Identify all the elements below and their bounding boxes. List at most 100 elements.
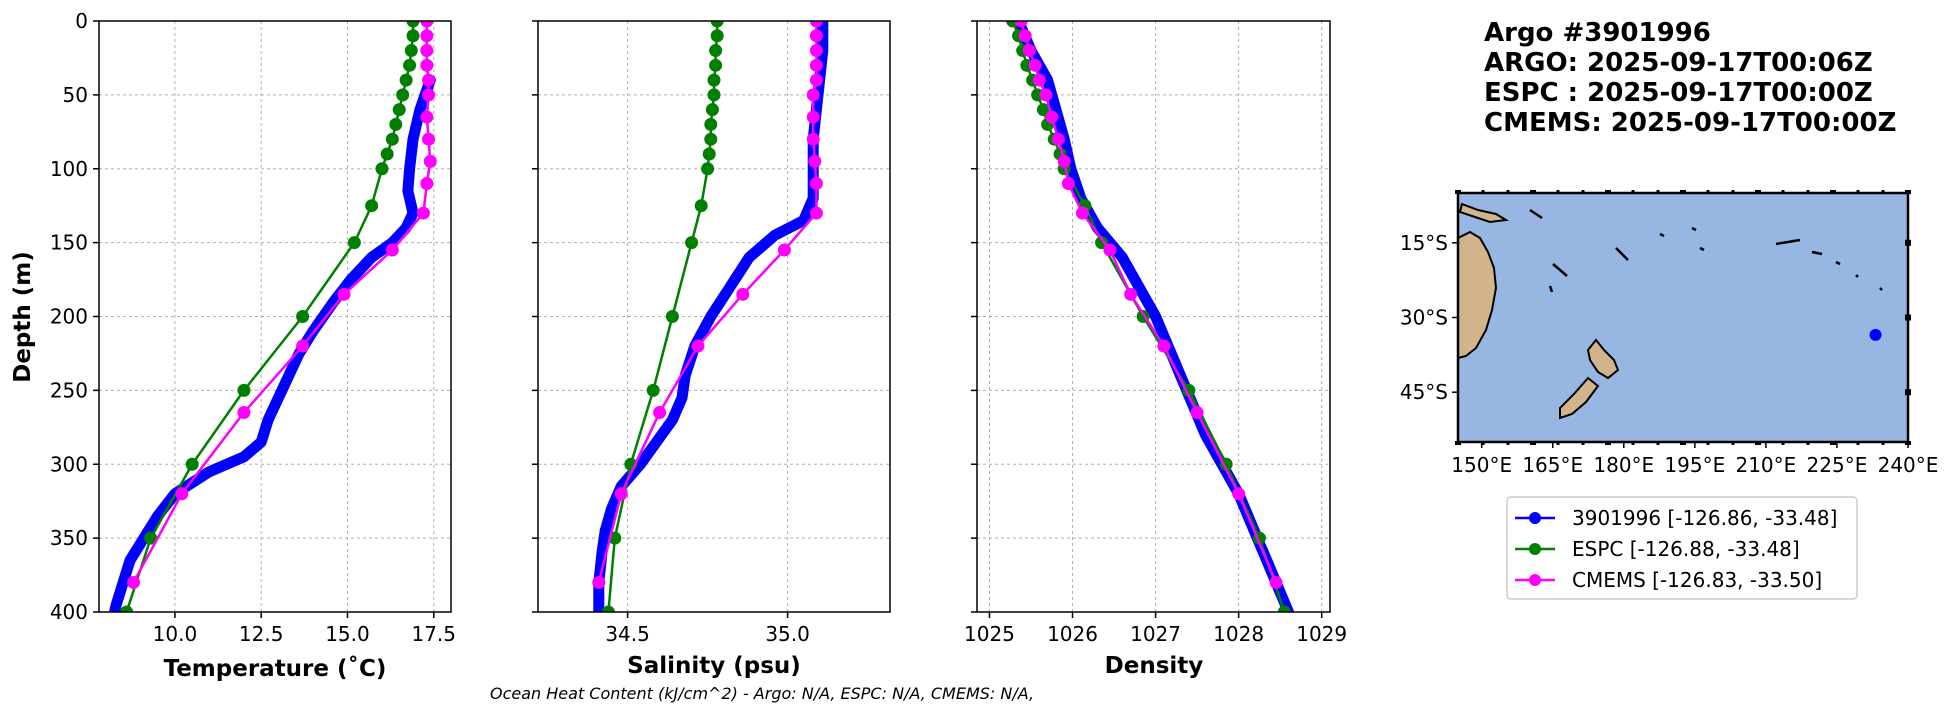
salinity-point-cmems-2	[809, 44, 823, 58]
temperature-point-cmems-7	[422, 132, 436, 146]
density-point-cmems-4	[1032, 73, 1046, 87]
density-plot-area	[1006, 21, 1294, 612]
temperature-point-cmems-4	[422, 73, 436, 87]
temperature-point-espc-11	[365, 199, 379, 213]
temperature-point-espc-5	[396, 88, 410, 102]
temperature-point-espc-9	[380, 147, 394, 161]
density-xtick-label-3: 1028	[1213, 622, 1264, 646]
map-top-edge-tick-8	[1656, 190, 1660, 194]
density-point-cmems-16	[1269, 575, 1283, 589]
temperature-point-espc-1	[406, 29, 420, 43]
temperature-ytick-label-0: 0	[75, 9, 88, 33]
map-bottom-edge-tick-6	[1605, 441, 1611, 445]
legend-marker-espc	[1529, 543, 1541, 555]
map-lon-label-0: 150°E	[1451, 453, 1512, 477]
map-land-australia	[1457, 230, 1498, 360]
density-point-cmems-15	[1232, 487, 1246, 501]
temperature-ytick-label-2: 100	[50, 157, 88, 181]
temperature-point-espc-10	[375, 162, 389, 176]
salinity-point-cmems-7	[806, 132, 820, 146]
map-top-edge-tick-16	[1856, 190, 1860, 194]
map-top-edge-tick-1	[1481, 190, 1485, 194]
temperature-point-cmems-8	[423, 154, 437, 168]
salinity-point-cmems-14	[653, 406, 667, 420]
temperature-point-espc-0	[406, 21, 420, 28]
map-top-edge-tick-0	[1455, 190, 1461, 194]
map-top-edge-tick-11	[1731, 190, 1735, 194]
title-line-3: ESPC : 2025-09-17T00:00Z	[1484, 78, 1873, 108]
temperature-ytick-label-6: 300	[50, 452, 88, 476]
temperature-point-cmems-1	[420, 29, 434, 43]
salinity-point-cmems-0	[809, 21, 823, 28]
density-xtick-label-0: 1025	[964, 622, 1015, 646]
temperature-point-espc-6	[392, 103, 406, 117]
map-bottom-edge-tick-9	[1680, 441, 1686, 445]
salinity-point-cmems-9	[809, 177, 823, 191]
density-point-espc-6	[1036, 103, 1050, 117]
salinity-point-espc-10	[701, 162, 715, 176]
salinity-point-cmems-8	[808, 154, 822, 168]
map-bottom-edge-tick-15	[1830, 441, 1836, 445]
temperature-point-espc-16	[144, 531, 158, 545]
temperature-axis-label: Temperature (˚C)	[164, 655, 387, 682]
density-point-cmems-5	[1039, 88, 1053, 102]
temperature-point-espc-4	[399, 73, 413, 87]
map-bottom-edge-tick-7	[1631, 441, 1635, 445]
salinity-point-espc-2	[709, 44, 723, 58]
temperature-point-cmems-12	[337, 287, 351, 301]
legend-entry-argo: 3901996 [-126.86, -33.48]	[1515, 506, 1837, 530]
temperature-ytick-label-7: 350	[50, 526, 88, 550]
legend-label-argo: 3901996 [-126.86, -33.48]	[1572, 506, 1837, 530]
map-lat-label-2: 45°S	[1400, 380, 1448, 404]
temperature-point-cmems-2	[420, 44, 434, 58]
temperature-point-espc-14	[237, 383, 251, 397]
map-ticks-and-marker: 150°E 165°E 180°E 195°E 210°E 225°E 240°E 15°S 3…	[1400, 190, 1938, 477]
map-top-edge-tick-14	[1806, 190, 1810, 194]
salinity-point-cmems-6	[806, 110, 820, 124]
profile-charts: 10.0 12.5 15.0 17.5 0 50 100 150 200 250 300 350 400…	[50, 9, 1347, 646]
salinity-point-espc-4	[707, 73, 721, 87]
salinity-point-cmems-16	[592, 575, 606, 589]
temperature-ytick-label-3: 150	[50, 231, 88, 255]
salinity-point-espc-11	[694, 199, 708, 213]
title-line-1: Argo #3901996	[1484, 18, 1711, 48]
chart-temperature: 10.0 12.5 15.0 17.5 0 50 100 150 200 250 300 350 400	[50, 9, 456, 646]
salinity-xtick-label-1: 35.0	[765, 622, 810, 646]
temperature-point-cmems-16	[127, 575, 141, 589]
salinity-point-espc-17	[601, 605, 615, 612]
map-bottom-edge-tick-17	[1881, 441, 1885, 445]
map-bottom-edge-tick-0	[1455, 441, 1461, 445]
map-land-south-island	[1559, 376, 1600, 420]
temperature-point-espc-3	[403, 58, 417, 72]
map-top-edge-tick-4	[1556, 190, 1560, 194]
salinity-point-cmems-13	[691, 339, 705, 353]
map-land-new-guinea	[1458, 202, 1509, 224]
temperature-ytick-label-1: 50	[63, 83, 88, 107]
map-top-edge-tick-6	[1605, 190, 1611, 194]
temperature-plot-area	[109, 21, 437, 612]
salinity-point-espc-8	[704, 132, 718, 146]
legend-label-cmems: CMEMS [-126.83, -33.50]	[1572, 568, 1822, 592]
temperature-point-espc-8	[385, 132, 399, 146]
legend-entry-cmems: CMEMS [-126.83, -33.50]	[1515, 568, 1822, 592]
map-lon-label-4: 210°E	[1735, 453, 1796, 477]
salinity-point-espc-7	[704, 117, 718, 131]
location-map	[1456, 191, 1910, 444]
map-bottom-edge-tick-13	[1781, 441, 1785, 445]
map-float-position-marker	[1869, 328, 1882, 341]
salinity-axis-label: Salinity (psu)	[627, 653, 801, 679]
density-point-cmems-0	[1014, 21, 1028, 28]
temperature-point-cmems-15	[175, 487, 189, 501]
temperature-point-espc-12	[347, 236, 361, 250]
salinity-point-espc-0	[710, 21, 724, 28]
density-point-cmems-8	[1057, 154, 1071, 168]
legend-entry-espc: ESPC [-126.88, -33.48]	[1515, 537, 1800, 561]
density-frame	[976, 20, 1331, 613]
map-top-edge-tick-3	[1530, 190, 1536, 194]
legend-label-espc: ESPC [-126.88, -33.48]	[1572, 537, 1800, 561]
salinity-point-cmems-5	[806, 88, 820, 102]
salinity-point-cmems-12	[736, 287, 750, 301]
temperature-point-cmems-14	[237, 406, 251, 420]
temperature-line-argo	[109, 74, 436, 612]
chart-salinity: 34.5 35.0	[532, 20, 891, 646]
